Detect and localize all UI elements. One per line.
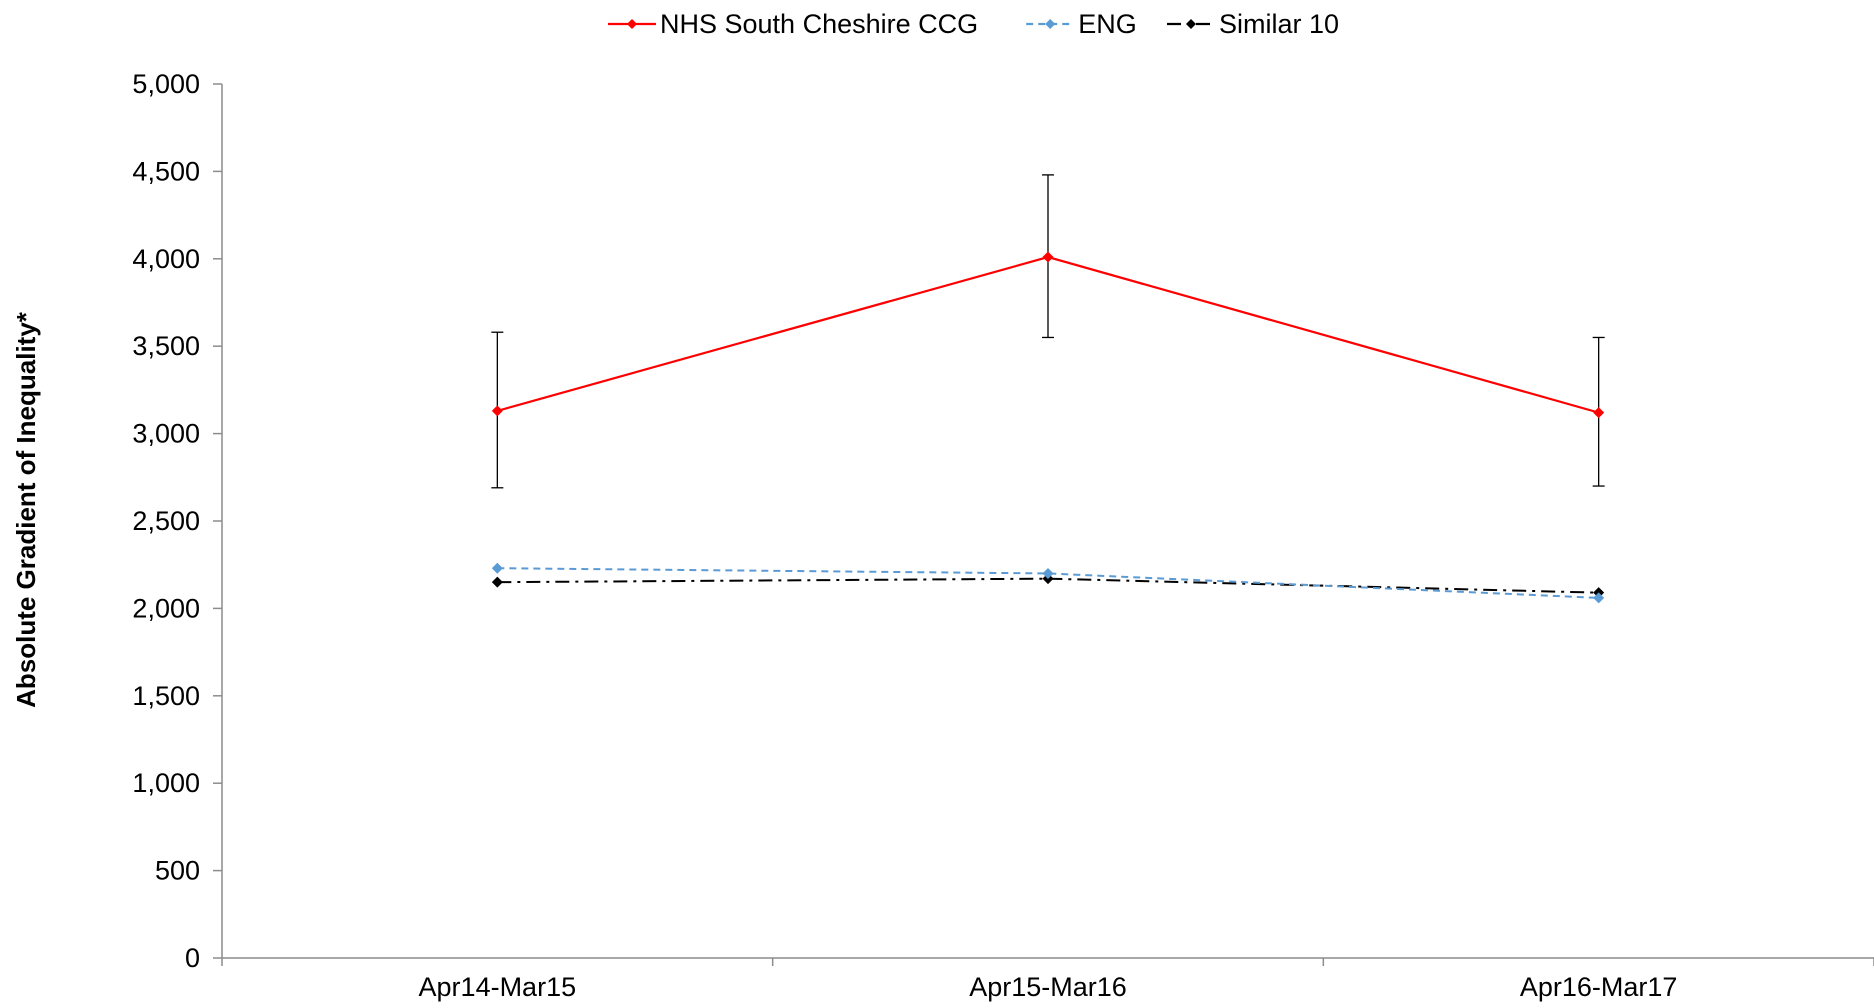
data-point xyxy=(491,576,503,588)
data-point xyxy=(491,405,503,417)
y-tick-label: 1,500 xyxy=(132,681,200,711)
data-point xyxy=(1042,567,1054,579)
legend-item: Similar 10 xyxy=(1167,9,1339,39)
x-tick-label: Apr15-Mar16 xyxy=(969,972,1127,1002)
y-tick-label: 2,500 xyxy=(132,506,200,536)
legend-label: NHS South Cheshire CCG xyxy=(660,9,978,39)
legend: NHS South Cheshire CCG ENG Similar 10 xyxy=(608,9,1339,39)
y-tick-label: 3,000 xyxy=(132,419,200,449)
data-point xyxy=(1593,407,1605,419)
series-eng xyxy=(491,562,1605,604)
axes: 0 500 1,000 1,500 2,000 2,500 3,000 3,500 4,000 4… xyxy=(132,69,1874,1002)
x-tick-label: Apr16-Mar17 xyxy=(1520,972,1678,1002)
data-point xyxy=(1042,251,1054,263)
legend-label: Similar 10 xyxy=(1219,9,1339,39)
y-tick-label: 3,500 xyxy=(132,331,200,361)
legend-swatch-marker xyxy=(627,19,637,29)
plot-area xyxy=(491,174,1605,604)
y-tick-label: 1,000 xyxy=(132,768,200,798)
legend-label: ENG xyxy=(1078,9,1137,39)
series-nhs-south-cheshire-ccg xyxy=(491,174,1605,489)
y-tick-label: 2,000 xyxy=(132,593,200,623)
y-tick-label: 0 xyxy=(185,943,200,973)
legend-swatch-marker xyxy=(1045,19,1056,29)
data-point xyxy=(491,562,503,574)
x-tick-label: Apr14-Mar15 xyxy=(419,972,577,1002)
y-axis-title: Absolute Gradient of Inequality* xyxy=(11,311,41,708)
y-tick-label: 4,000 xyxy=(132,244,200,274)
legend-item: ENG xyxy=(1026,9,1137,39)
series-line xyxy=(497,567,1599,599)
data-point xyxy=(1593,592,1605,604)
series-line xyxy=(497,577,1599,594)
y-tick-label: 4,500 xyxy=(132,156,200,186)
legend-item: NHS South Cheshire CCG xyxy=(608,9,978,39)
y-tick-label: 500 xyxy=(155,856,200,886)
legend-swatch-marker xyxy=(1186,19,1196,29)
y-tick-label: 5,000 xyxy=(132,69,200,99)
